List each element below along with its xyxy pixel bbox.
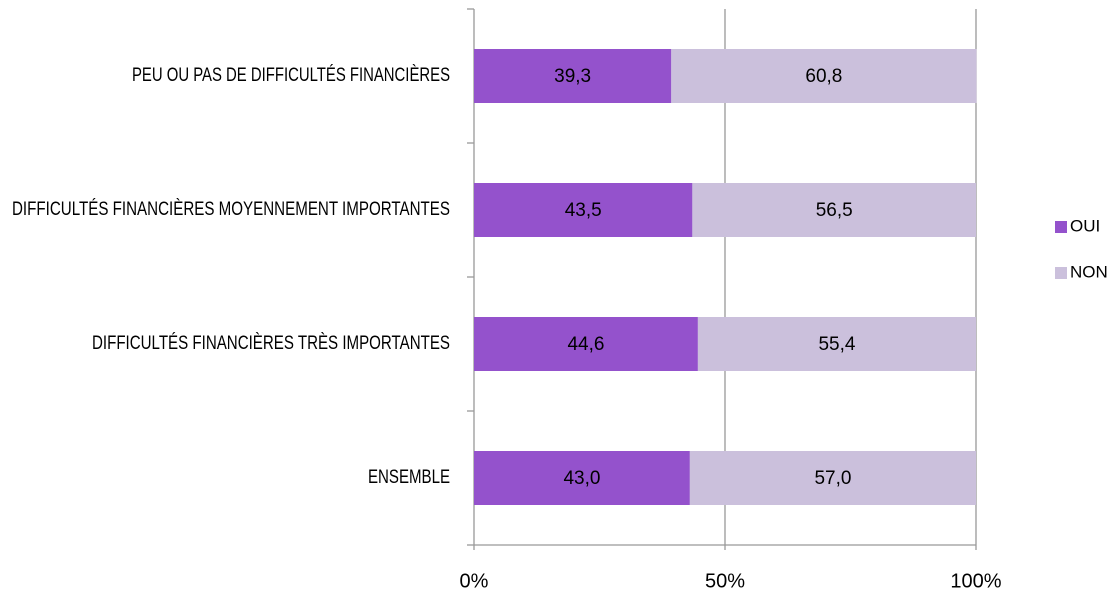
y-tick-label: DIFFICULTÉS FINANCIÈRES MOYENNEMENT IMPO… <box>12 199 450 220</box>
bar-segment <box>474 49 672 103</box>
x-tick-label: 0% <box>460 570 489 592</box>
legend-label: OUI <box>1070 216 1100 235</box>
data-label: 44,6 <box>567 334 604 355</box>
bar-segment <box>474 317 698 371</box>
y-tick-label: PEU OU PAS DE DIFFICULTÉS FINANCIÈRES <box>132 65 450 86</box>
data-label: 43,0 <box>563 468 600 489</box>
x-tick-label: 50% <box>705 570 745 592</box>
bar-segment <box>697 317 976 371</box>
data-label: 43,5 <box>565 200 602 221</box>
legend-label: NON <box>1070 262 1108 281</box>
legend-swatch <box>1055 221 1067 233</box>
bar-segment <box>671 49 977 103</box>
bar-segment <box>474 183 693 237</box>
data-label: 60,8 <box>805 66 842 87</box>
x-tick-label: 100% <box>950 570 1001 592</box>
y-tick-label: ENSEMBLE <box>368 467 450 488</box>
bar-segment <box>689 451 976 505</box>
data-label: 39,3 <box>554 66 591 87</box>
bar-segment <box>474 451 690 505</box>
data-label: 55,4 <box>818 334 855 355</box>
data-label: 56,5 <box>816 200 853 221</box>
legend-swatch <box>1055 267 1067 279</box>
bar-segment <box>692 183 976 237</box>
y-tick-label: DIFFICULTÉS FINANCIÈRES TRÈS IMPORTANTES <box>92 333 450 354</box>
data-label: 57,0 <box>814 468 851 489</box>
